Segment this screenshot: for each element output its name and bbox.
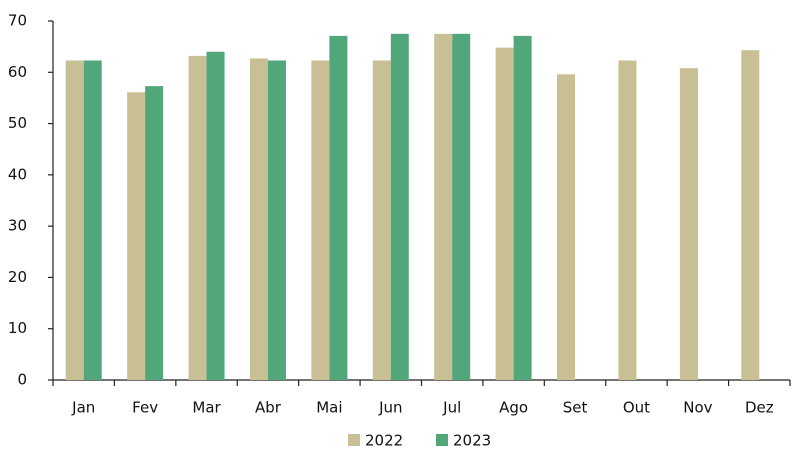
bar: [267, 60, 286, 381]
legend-label: 2022: [365, 432, 403, 450]
bar: [679, 68, 698, 380]
bar: [557, 74, 576, 380]
y-tick-label: 40: [8, 165, 27, 183]
bar: [434, 33, 453, 380]
y-tick-label: 0: [17, 371, 27, 389]
bar: [513, 35, 532, 380]
legend-swatch: [436, 434, 448, 446]
bar: [83, 60, 102, 381]
bar: [329, 35, 348, 380]
x-tick-label: Out: [623, 399, 650, 417]
x-tick-label: Jan: [71, 399, 95, 417]
x-tick-label: Jun: [378, 399, 402, 417]
x-tick-label: Jul: [442, 399, 461, 417]
bar: [618, 60, 637, 381]
bar: [452, 33, 471, 380]
x-tick-label: Fev: [132, 399, 158, 417]
x-tick-label: Mai: [316, 399, 342, 417]
bar: [311, 60, 330, 381]
bar: [390, 33, 409, 380]
y-tick-label: 50: [8, 114, 27, 132]
bar: [145, 86, 164, 380]
bar: [188, 55, 207, 380]
bar: [372, 60, 391, 381]
y-tick-label: 30: [8, 217, 27, 235]
x-tick-label: Nov: [683, 399, 712, 417]
legend-swatch: [348, 434, 360, 446]
x-tick-label: Ago: [499, 399, 528, 417]
bar: [127, 92, 146, 380]
x-tick-label: Dez: [745, 399, 774, 417]
x-tick-label: Set: [563, 399, 588, 417]
y-tick-label: 70: [8, 12, 27, 30]
x-tick-label: Mar: [192, 399, 221, 417]
y-tick-label: 20: [8, 268, 27, 286]
bar: [249, 58, 268, 381]
x-tick-label: Abr: [255, 399, 282, 417]
y-tick-label: 60: [8, 63, 27, 81]
y-tick-label: 10: [8, 319, 27, 337]
bar: [65, 60, 84, 381]
legend-label: 2023: [453, 432, 491, 450]
bar: [495, 47, 514, 380]
bar: [741, 50, 760, 381]
bar: [206, 51, 225, 381]
